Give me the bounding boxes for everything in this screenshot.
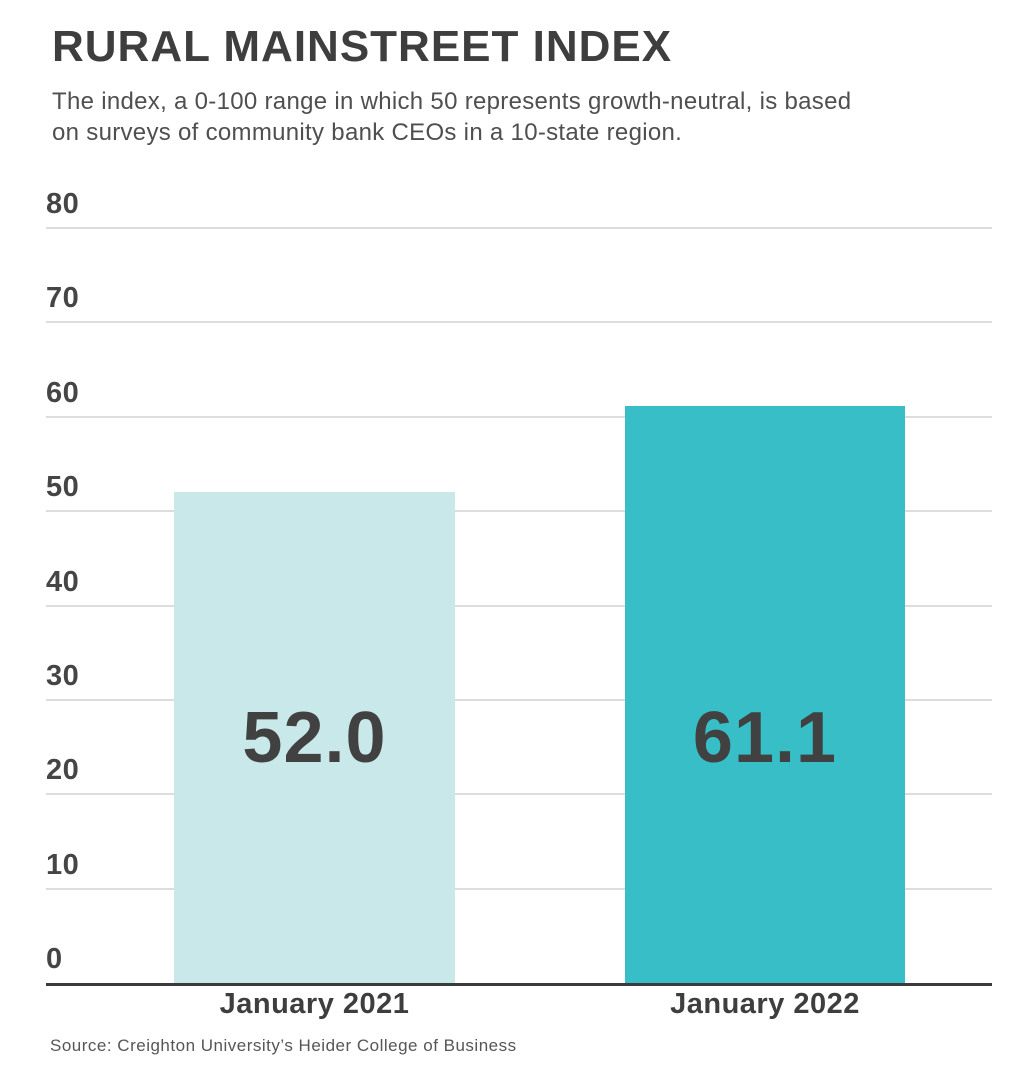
- y-tick-label-10: 10: [46, 848, 80, 881]
- gridline-y-30: [46, 698, 992, 701]
- y-tick-label-20: 20: [46, 754, 80, 787]
- bar-january-2022: [625, 406, 905, 983]
- y-tick-label-60: 60: [46, 376, 80, 409]
- y-tick-label-40: 40: [46, 565, 80, 598]
- gridline-y-40: [46, 604, 992, 607]
- bar-value-label-january-2021: 52.0: [242, 698, 387, 778]
- gridline-y-60: [46, 415, 992, 418]
- x-axis-label-january-2022: January 2022: [670, 988, 860, 1020]
- y-tick-label-0: 0: [46, 943, 63, 975]
- gridline-y-20: [46, 793, 992, 796]
- y-tick-label-50: 50: [46, 471, 80, 504]
- source-note: Source: Creighton University’s Heider Co…: [50, 1036, 517, 1055]
- gridline-y-80: [46, 227, 992, 229]
- bar-january-2021: [174, 492, 455, 983]
- y-tick-label-70: 70: [46, 282, 80, 315]
- y-tick-label-30: 30: [46, 659, 80, 692]
- gridline-y-10: [46, 887, 992, 890]
- bar-value-label-january-2022: 61.1: [692, 698, 838, 778]
- x-axis-label-january-2021: January 2021: [219, 988, 410, 1020]
- chart-title: RURAL MAINSTREET INDEX: [52, 22, 673, 71]
- y-tick-label-80: 80: [46, 188, 80, 220]
- gridline-y-50: [46, 510, 992, 513]
- gridline-y-70: [46, 321, 992, 324]
- chart-subtitle: The index, a 0-100 range in which 50 rep…: [52, 88, 852, 146]
- x-axis-line: [46, 983, 992, 986]
